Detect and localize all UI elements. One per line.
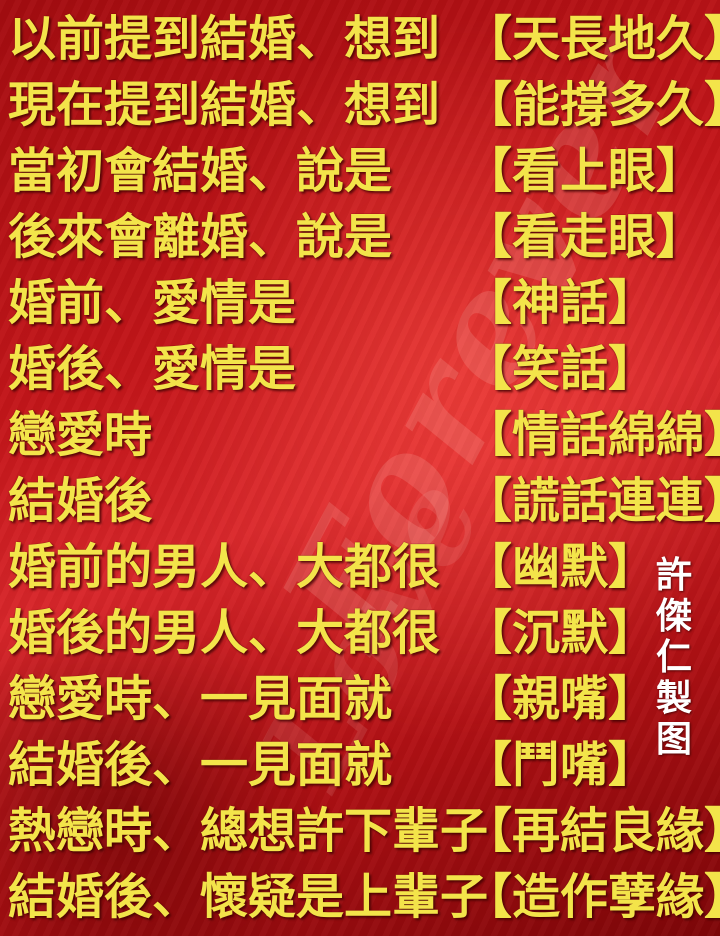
line-3-left: 當初會結婚、說是: [8, 143, 393, 199]
poem-line-4: 後來會離婚、說是 【看走眼】: [0, 208, 720, 266]
line-12-left: 結婚後、一見面就: [8, 737, 393, 793]
line-1-right: 【天長地久】: [464, 11, 720, 67]
line-4-right: 【看走眼】: [464, 209, 705, 265]
poem-line-12: 結婚後、一見面就 【鬥嘴】: [0, 736, 720, 794]
line-14-left: 結婚後、懷疑是上輩子: [8, 869, 489, 925]
poem-line-11: 戀愛時、一見面就 【親嘴】: [0, 670, 720, 728]
poem-line-6: 婚後、愛情是 【笑話】: [0, 340, 720, 398]
poem-line-9: 婚前的男人、大都很 【幽默】: [0, 538, 720, 596]
signature-char-1: 許: [655, 555, 692, 596]
line-9-left: 婚前的男人、大都很: [8, 539, 441, 595]
line-3-right: 【看上眼】: [464, 143, 705, 199]
poem-line-3: 當初會結婚、說是 【看上眼】: [0, 142, 720, 200]
line-4-left: 後來會離婚、說是: [8, 209, 393, 265]
signature-char-2: 傑: [655, 596, 692, 637]
line-7-left: 戀愛時: [8, 407, 153, 463]
poem-line-7: 戀愛時 【情話綿綿】: [0, 406, 720, 464]
line-12-right: 【鬥嘴】: [464, 737, 657, 793]
line-7-right: 【情話綿綿】: [464, 407, 720, 463]
signature-char-3: 仁: [655, 637, 692, 678]
line-13-right: 【再結良緣】: [464, 803, 720, 859]
line-6-right: 【笑話】: [464, 341, 657, 397]
line-9-right: 【幽默】: [464, 539, 657, 595]
line-1-left: 以前提到結婚、想到: [8, 11, 441, 67]
line-13-left: 熱戀時、總想許下輩子: [8, 803, 489, 859]
line-8-right: 【謊話連連】: [464, 473, 720, 529]
line-2-left: 現在提到結婚、想到: [8, 77, 441, 133]
line-5-left: 婚前、愛情是: [8, 275, 297, 331]
signature-char-4: 製: [655, 678, 692, 719]
poem-line-14: 結婚後、懷疑是上輩子 【造作孽緣】: [0, 868, 720, 926]
poem-line-10: 婚後的男人、大都很 【沉默】: [0, 604, 720, 662]
poem-line-8: 結婚後 【謊話連連】: [0, 472, 720, 530]
line-10-right: 【沉默】: [464, 605, 657, 661]
author-signature: 許 傑 仁 製 图: [652, 555, 696, 760]
poem-line-5: 婚前、愛情是 【神話】: [0, 274, 720, 332]
line-10-left: 婚後的男人、大都很: [8, 605, 441, 661]
line-14-right: 【造作孽緣】: [464, 869, 720, 925]
signature-char-5: 图: [655, 719, 692, 760]
poem-line-13: 熱戀時、總想許下輩子 【再結良緣】: [0, 802, 720, 860]
line-6-left: 婚後、愛情是: [8, 341, 297, 397]
poem-line-2: 現在提到結婚、想到 【能撐多久】: [0, 76, 720, 134]
line-2-right: 【能撐多久】: [464, 77, 720, 133]
poem-line-1: 以前提到結婚、想到 【天長地久】: [0, 10, 720, 68]
line-11-left: 戀愛時、一見面就: [8, 671, 393, 727]
line-11-right: 【親嘴】: [464, 671, 657, 727]
line-8-left: 結婚後: [8, 473, 153, 529]
line-5-right: 【神話】: [464, 275, 657, 331]
